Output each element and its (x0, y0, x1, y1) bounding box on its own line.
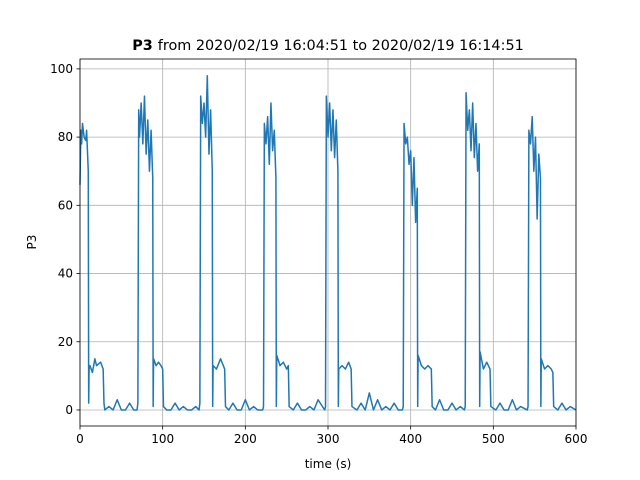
y-tick-label: 0 (65, 403, 73, 417)
data-line (79, 74, 577, 411)
y-tick-label: 40 (58, 267, 73, 281)
y-tick-label: 20 (58, 335, 73, 349)
x-tick-label: 0 (76, 432, 84, 446)
x-tick-label: 300 (317, 432, 340, 446)
x-axis-label: time (s) (305, 457, 352, 471)
title-rest: from 2020/02/19 16:04:51 to 2020/02/19 1… (158, 38, 524, 54)
y-tick-label: 80 (58, 130, 73, 144)
title-bold: P3 (132, 38, 153, 54)
x-tick-label: 100 (151, 432, 174, 446)
y-axis-label: P3 (25, 235, 39, 250)
x-tick-label: 400 (399, 432, 422, 446)
plot-frame (79, 58, 577, 427)
x-tick-label: 200 (234, 432, 257, 446)
x-tick-label: 600 (565, 432, 588, 446)
y-tick-label: 60 (58, 198, 73, 212)
x-tick-label: 500 (482, 432, 505, 446)
chart-title: P3 from 2020/02/19 16:04:51 to 2020/02/19… (132, 38, 524, 54)
y-tick-label: 100 (50, 62, 73, 76)
